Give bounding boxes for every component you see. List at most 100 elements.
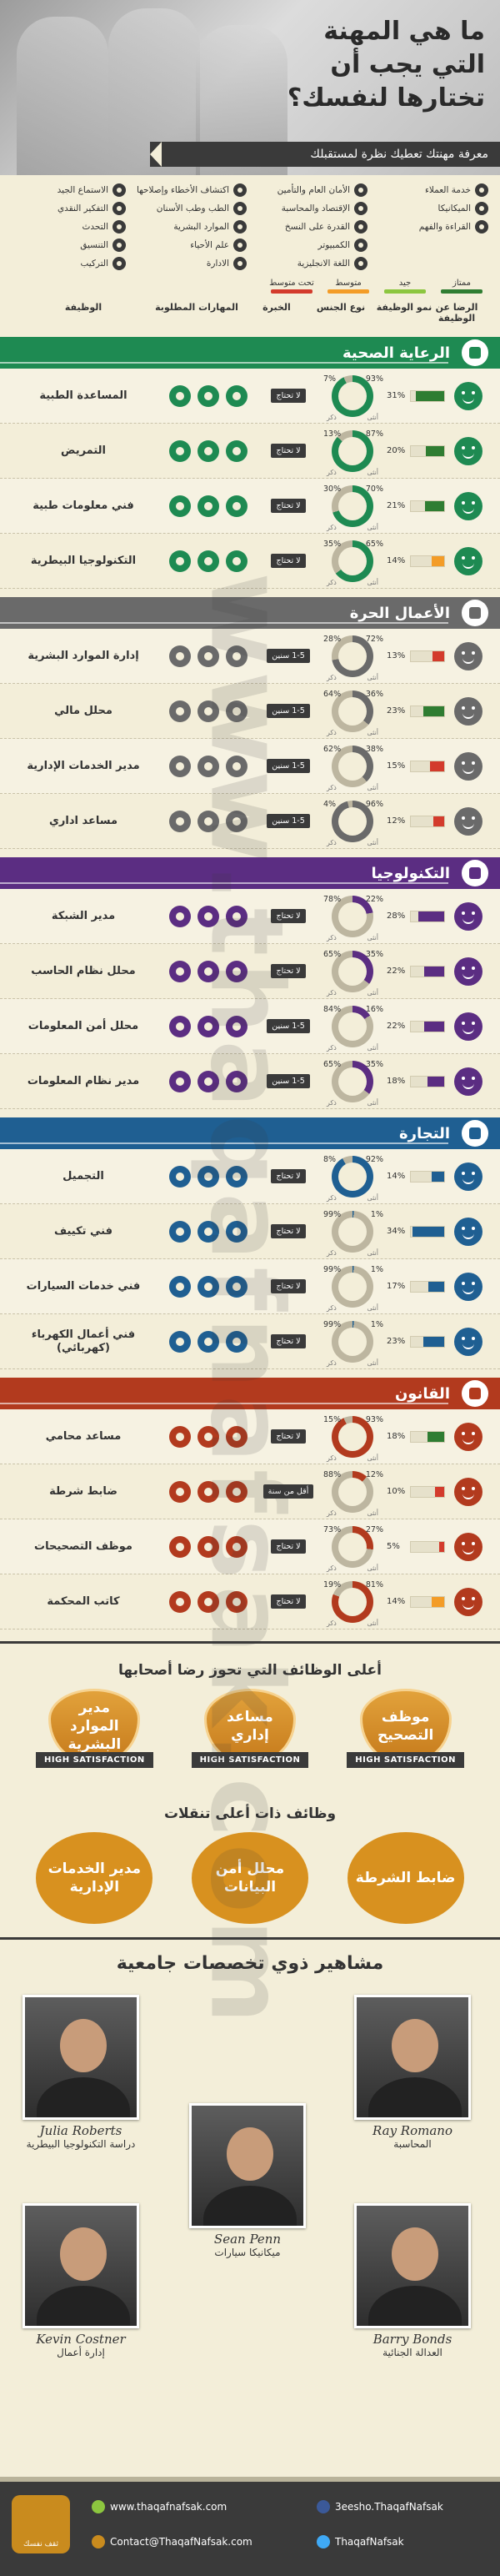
satisfaction-face-icon (454, 1422, 482, 1451)
skill-label: الإقتصاد والمحاسبة (281, 203, 350, 213)
growth-bar (410, 1170, 445, 1183)
computer-icon (198, 1220, 219, 1243)
book-icon (169, 1480, 191, 1503)
satisfaction-cell (445, 1067, 492, 1096)
book-icon (169, 810, 191, 832)
male-percent: 73% (323, 1524, 342, 1534)
satisfaction-cell (445, 957, 492, 986)
growth-bar (410, 760, 445, 772)
section-header: القانون (0, 1378, 500, 1409)
growth-bar (410, 910, 445, 922)
management-icon (233, 257, 247, 270)
badge-ribbon: HIGH SATISFACTION (35, 1752, 153, 1768)
skills-required-cell (158, 1535, 258, 1558)
gender-ring (332, 485, 373, 527)
skill-item: الميكانيكا (374, 202, 488, 215)
ear-icon (226, 700, 248, 722)
brain-icon (112, 202, 126, 215)
skills-required-cell (158, 700, 258, 722)
computer-icon (198, 905, 219, 927)
skill-label: الطب وطب الأسنان (156, 203, 229, 213)
section-divider (0, 1403, 448, 1404)
male-percent: 78% (323, 894, 342, 904)
female-percent: 35% (365, 949, 383, 959)
male-label: ذكر (327, 1193, 337, 1202)
gender-cell: 73% 27% ذكر أنثى (318, 1522, 387, 1572)
skill-label: خدمة العملاء (424, 185, 471, 195)
ear-icon (226, 1330, 248, 1353)
experience-cell: لا تحتاج (258, 499, 318, 513)
satisfaction-cell (445, 546, 492, 575)
gender-ring (332, 1470, 373, 1513)
male-percent: 15% (323, 1414, 342, 1424)
website-link[interactable]: www.thaqafnafsak.com (92, 2500, 227, 2513)
male-percent: 88% (323, 1469, 342, 1479)
skill-item: اللغة الانجليزية (253, 257, 368, 270)
section-title: التجارة (399, 1124, 450, 1142)
experience-cell: لا تحتاج (258, 1429, 318, 1444)
female-percent: 65% (365, 539, 383, 549)
male-percent: 35% (323, 539, 342, 549)
job-title: مساعد محامي (45, 1429, 122, 1443)
book-icon (169, 645, 191, 667)
skills-required-cell (158, 1275, 258, 1298)
section-header: التكنولوجيا (0, 857, 500, 889)
growth-cell: 10% (387, 1485, 445, 1498)
skill-label: الموارد البشرية (173, 222, 229, 232)
section-divider (0, 882, 448, 884)
medical-icon (233, 202, 247, 215)
skills-required-cell (158, 645, 258, 667)
skills-required-cell (158, 495, 258, 517)
language-icon (354, 257, 368, 270)
female-label: أنثى (367, 413, 378, 421)
job-row: 22% 84% 16% ذكر أنثى 1-5 سنين محلل أمن المعلوم… (0, 999, 500, 1054)
male-percent: 99% (323, 1264, 342, 1274)
skill-item: الادارة (132, 257, 247, 270)
mobility-title: وظائف ذات أعلى تنقلات (163, 1805, 337, 1822)
gender-cell: 84% 16% ذكر أنثى (318, 1002, 387, 1052)
job-row: 14% 35% 65% ذكر أنثى لا تحتاج التكنولوجيا البي… (0, 534, 500, 589)
female-label: أنثى (367, 1043, 378, 1052)
gender-cell: 15% 93% ذكر أنثى (318, 1412, 387, 1462)
computer-icon (198, 1070, 219, 1092)
skill-label: الاستماع الجيد (57, 185, 108, 195)
male-percent: 13% (323, 429, 342, 439)
skill-label: التركيب (80, 259, 108, 269)
gender-cell: 35% 65% ذكر أنثى (318, 536, 387, 586)
toolbox-icon (462, 1120, 488, 1147)
celebrity-photo (189, 2103, 306, 2228)
experience-badge: لا تحتاج (271, 389, 306, 403)
skill-item: خدمة العملاء (374, 183, 488, 197)
skill-label: اكتشاف الأخطاء وإصلاحها (136, 185, 229, 195)
computer-icon (198, 384, 219, 407)
computer-icon (198, 1590, 219, 1613)
legend: خدمة العملاء الأمان العام والتأمين اكتشاف … (0, 175, 500, 329)
female-label: أنثى (367, 933, 378, 942)
satisfaction-face-icon (454, 436, 482, 465)
satisfaction-cell (445, 1587, 492, 1616)
job-title: مدير الخدمات الإدارية (27, 759, 140, 772)
growth-cell: 20% (387, 444, 445, 457)
female-percent: 81% (365, 1579, 383, 1589)
twitter-link[interactable]: ThaqafNafsak (317, 2535, 404, 2548)
scale-swatch (384, 289, 426, 294)
experience-cell: لا تحتاج (258, 554, 318, 568)
skill-item: الموارد البشرية (132, 220, 247, 233)
gender-ring (332, 1415, 373, 1458)
contact-link[interactable]: Contact@ThaqafNafsak.com (92, 2535, 252, 2548)
facebook-link[interactable]: 3eesho.ThaqafNafsak (317, 2500, 443, 2513)
job-row: 23% 99% 1% ذكر أنثى لا تحتاج فني أعمال الكهربا… (0, 1314, 500, 1369)
experience-badge: لا تحتاج (271, 1169, 306, 1183)
celebrities-section: مشاهير ذوي تخصصات جامعية Julia Roberts د… (0, 1953, 500, 2387)
section-header: التجارة (0, 1117, 500, 1149)
satisfaction-face-icon (454, 751, 482, 781)
computer-icon (198, 960, 219, 982)
ear-icon (112, 183, 126, 197)
celebrity-photo (354, 2203, 471, 2328)
celebrity-photo (354, 1995, 471, 2120)
female-percent: 93% (365, 374, 383, 384)
computer-icon (198, 1275, 219, 1298)
male-label: ذكر (327, 1043, 337, 1052)
scale-swatch (441, 289, 482, 294)
job-title: مدير الشبكة (51, 909, 116, 922)
